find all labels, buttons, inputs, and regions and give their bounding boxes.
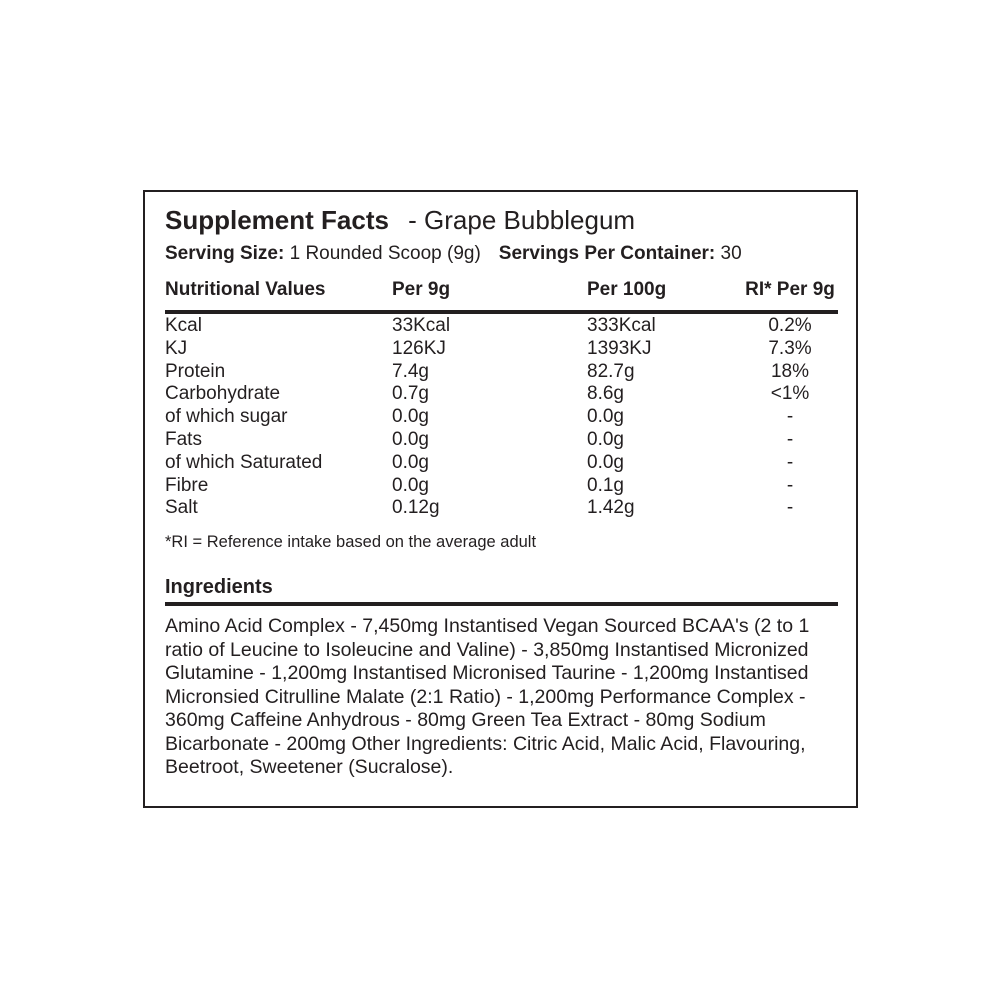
ingredients-divider — [165, 602, 838, 607]
header-divider — [165, 310, 838, 314]
nutrient-name: Salt — [165, 497, 198, 519]
servings-per-container-value: 30 — [720, 243, 742, 264]
nutrient-name: Fats — [165, 428, 202, 450]
table-row: of which Saturated 0.0g 0.0g - — [165, 452, 838, 475]
ri-per-9g-value: - — [786, 451, 794, 473]
per-100g-value: 0.0g — [587, 451, 624, 473]
ri-per-9g-value: - — [786, 428, 794, 450]
per-9g-value: 33Kcal — [392, 315, 451, 336]
per-9g-value: 7.4g — [392, 360, 429, 382]
table-header-row: Nutritional Values Per 9g Per 100g RI* P… — [165, 278, 838, 302]
nutrient-name: Kcal — [165, 315, 202, 336]
per-9g-value: 0.0g — [392, 451, 429, 473]
nutrient-name: Carbohydrate — [165, 383, 281, 405]
reference-intake-footnote: *RI = Reference intake based on the aver… — [165, 533, 537, 552]
per-100g-value: 0.0g — [587, 428, 624, 450]
ri-per-9g-value: - — [786, 474, 794, 496]
serving-size-label: Serving Size: — [165, 243, 285, 264]
nutrient-name: of which Saturated — [165, 451, 323, 473]
supplement-facts-panel: Supplement Facts - Grape Bubblegum Servi… — [143, 190, 858, 808]
per-100g-value: 0.0g — [587, 406, 624, 428]
nutrient-name: KJ — [165, 337, 188, 359]
serving-info-line: Serving Size: 1 Rounded Scoop (9g) Servi… — [165, 242, 838, 266]
per-9g-value: 0.7g — [392, 383, 429, 405]
per-9g-value: 126KJ — [392, 337, 446, 359]
table-row: Fibre 0.0g 0.1g - — [165, 475, 838, 498]
panel-title-line: Supplement Facts - Grape Bubblegum — [165, 204, 838, 236]
ingredients-paragraph: Amino Acid Complex - 7,450mg Instantised… — [165, 615, 810, 779]
per-9g-value: 0.12g — [392, 497, 440, 519]
nutrient-name: Protein — [165, 360, 226, 382]
servings-per-container-label: Servings Per Container: — [498, 243, 716, 264]
nutrient-name: of which sugar — [165, 406, 288, 428]
table-row: Salt 0.12g 1.42g - — [165, 497, 838, 520]
per-100g-value: 0.1g — [587, 474, 624, 496]
serving-size: Serving Size: 1 Rounded Scoop (9g) — [165, 242, 481, 266]
column-header-per-100g: Per 100g — [587, 279, 667, 300]
ri-per-9g-value: 7.3% — [768, 337, 812, 359]
per-100g-value: 1393KJ — [587, 337, 652, 359]
column-header-nutritional-values: Nutritional Values — [165, 279, 326, 300]
table-row: Kcal 33Kcal 333Kcal 0.2% — [165, 315, 838, 338]
ri-per-9g-value: 0.2% — [768, 315, 812, 336]
ri-per-9g-value: 18% — [770, 360, 810, 382]
column-header-ri-per-9g: RI* Per 9g — [745, 279, 835, 300]
table-row: KJ 126KJ 1393KJ 7.3% — [165, 338, 838, 361]
per-100g-value: 8.6g — [587, 383, 624, 405]
per-100g-value: 333Kcal — [587, 315, 656, 336]
panel-title: Supplement Facts — [165, 205, 389, 235]
table-row: of which sugar 0.0g 0.0g - — [165, 406, 838, 429]
table-row: Fats 0.0g 0.0g - — [165, 429, 838, 452]
table-row: Protein 7.4g 82.7g 18% — [165, 361, 838, 384]
servings-per-container: Servings Per Container: 30 — [499, 242, 742, 266]
ri-per-9g-value: <1% — [770, 383, 810, 405]
column-header-per-9g: Per 9g — [392, 279, 451, 300]
nutrition-table-body: Kcal 33Kcal 333Kcal 0.2% KJ 126KJ 1393KJ… — [165, 315, 838, 520]
per-100g-value: 82.7g — [587, 360, 635, 382]
ingredients-heading: Ingredients — [165, 576, 273, 599]
table-row: Carbohydrate 0.7g 8.6g <1% — [165, 383, 838, 406]
flavor-name: - Grape Bubblegum — [408, 205, 636, 235]
per-100g-value: 1.42g — [587, 497, 635, 519]
per-9g-value: 0.0g — [392, 428, 429, 450]
per-9g-value: 0.0g — [392, 474, 429, 496]
per-9g-value: 0.0g — [392, 406, 429, 428]
serving-size-value: 1 Rounded Scoop (9g) — [289, 243, 481, 264]
ri-per-9g-value: - — [786, 497, 794, 519]
ri-per-9g-value: - — [786, 406, 794, 428]
nutrient-name: Fibre — [165, 474, 209, 496]
